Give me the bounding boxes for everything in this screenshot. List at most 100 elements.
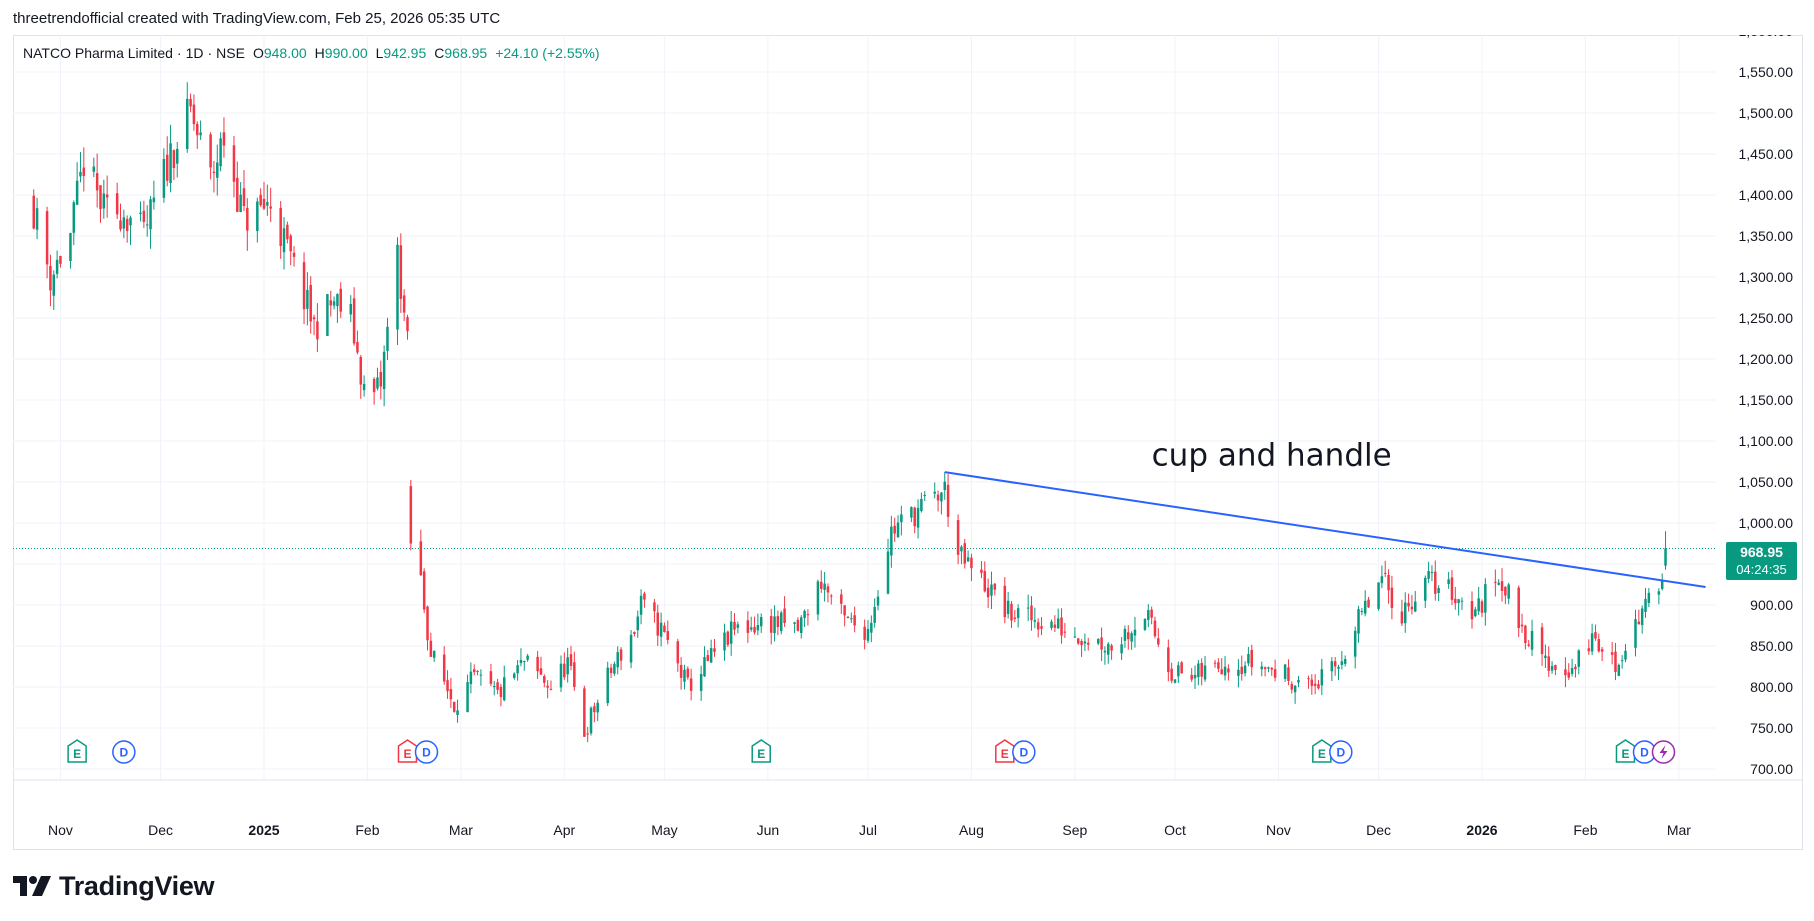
candle[interactable] — [219, 132, 222, 172]
candle[interactable] — [199, 120, 202, 140]
candle[interactable] — [446, 670, 449, 699]
candle[interactable] — [563, 652, 566, 680]
candle[interactable] — [1076, 638, 1080, 645]
candle[interactable] — [913, 506, 916, 534]
candle[interactable] — [59, 255, 62, 268]
candle[interactable] — [519, 648, 523, 667]
candle[interactable] — [1647, 588, 1651, 608]
candle[interactable] — [1263, 666, 1267, 677]
candle[interactable] — [1237, 659, 1240, 688]
candle[interactable] — [803, 609, 806, 628]
candle[interactable] — [402, 289, 406, 322]
candle[interactable] — [1203, 655, 1207, 682]
candle[interactable] — [1437, 585, 1440, 602]
candle[interactable] — [212, 160, 216, 193]
candle[interactable] — [399, 233, 403, 313]
candle[interactable] — [759, 613, 763, 633]
candle[interactable] — [1240, 655, 1243, 681]
candle[interactable] — [1360, 607, 1364, 616]
candle[interactable] — [1390, 575, 1394, 620]
candle[interactable] — [466, 674, 469, 713]
candle[interactable] — [653, 599, 656, 623]
candle[interactable] — [636, 610, 639, 638]
candle[interactable] — [1497, 579, 1500, 586]
candle[interactable] — [873, 598, 876, 628]
candle[interactable] — [1283, 663, 1287, 682]
candle[interactable] — [222, 117, 226, 158]
candle[interactable] — [382, 345, 386, 407]
candle[interactable] — [326, 293, 329, 337]
candle[interactable] — [916, 499, 920, 539]
candle[interactable] — [619, 647, 623, 671]
candle[interactable] — [779, 610, 783, 635]
candle[interactable] — [986, 578, 990, 609]
candle[interactable] — [866, 619, 870, 644]
candle[interactable] — [1107, 642, 1110, 664]
candle[interactable] — [1320, 658, 1324, 696]
candle[interactable] — [793, 621, 796, 634]
candle[interactable] — [1006, 592, 1010, 619]
candle[interactable] — [1193, 665, 1197, 689]
candle[interactable] — [659, 612, 663, 647]
candle[interactable] — [816, 579, 820, 621]
candle[interactable] — [32, 189, 35, 230]
candle[interactable] — [336, 293, 339, 323]
candle[interactable] — [1173, 679, 1177, 684]
candle[interactable] — [236, 161, 239, 213]
candle[interactable] — [479, 669, 483, 686]
candle[interactable] — [1200, 658, 1203, 686]
candle[interactable] — [1120, 637, 1123, 660]
candle[interactable] — [372, 377, 376, 405]
candle[interactable] — [1123, 625, 1127, 648]
candle[interactable] — [679, 657, 683, 690]
candle[interactable] — [469, 662, 473, 694]
candle[interactable] — [1660, 573, 1664, 591]
candle[interactable] — [472, 664, 476, 676]
candle[interactable] — [1504, 586, 1507, 605]
candle[interactable] — [1620, 655, 1624, 669]
candle[interactable] — [1273, 659, 1277, 682]
candle[interactable] — [129, 215, 132, 246]
candle[interactable] — [1507, 582, 1510, 605]
candle[interactable] — [1544, 644, 1547, 669]
candle[interactable] — [1050, 619, 1053, 631]
candle[interactable] — [960, 545, 963, 565]
candle[interactable] — [689, 668, 693, 701]
candle[interactable] — [783, 596, 786, 627]
candle[interactable] — [406, 314, 409, 340]
candle[interactable] — [586, 726, 589, 743]
candle[interactable] — [923, 491, 926, 502]
candle[interactable] — [946, 474, 950, 527]
candle[interactable] — [1527, 639, 1530, 648]
candle[interactable] — [493, 680, 496, 696]
candle[interactable] — [920, 492, 923, 513]
candle[interactable] — [169, 124, 172, 193]
candle[interactable] — [1250, 644, 1253, 676]
candle[interactable] — [1287, 659, 1290, 686]
candle[interactable] — [1083, 633, 1087, 652]
candle[interactable] — [566, 647, 569, 683]
candle[interactable] — [1153, 616, 1157, 639]
candle[interactable] — [523, 660, 526, 671]
candle[interactable] — [1063, 622, 1067, 638]
candle[interactable] — [613, 661, 616, 676]
candle[interactable] — [1614, 642, 1617, 681]
candle[interactable] — [703, 646, 706, 678]
candle[interactable] — [426, 605, 429, 651]
candle[interactable] — [396, 237, 399, 346]
candle[interactable] — [596, 699, 599, 722]
candle[interactable] — [933, 482, 936, 499]
candle[interactable] — [800, 615, 803, 639]
candle[interactable] — [936, 490, 940, 512]
candle[interactable] — [1016, 604, 1020, 628]
candle[interactable] — [352, 287, 356, 346]
candle[interactable] — [666, 620, 670, 645]
candle[interactable] — [1564, 657, 1567, 688]
candle[interactable] — [246, 198, 249, 251]
candle[interactable] — [1056, 608, 1060, 629]
candle[interactable] — [643, 591, 646, 608]
candle[interactable] — [316, 303, 319, 353]
candle[interactable] — [1470, 591, 1474, 629]
candle[interactable] — [302, 252, 306, 325]
